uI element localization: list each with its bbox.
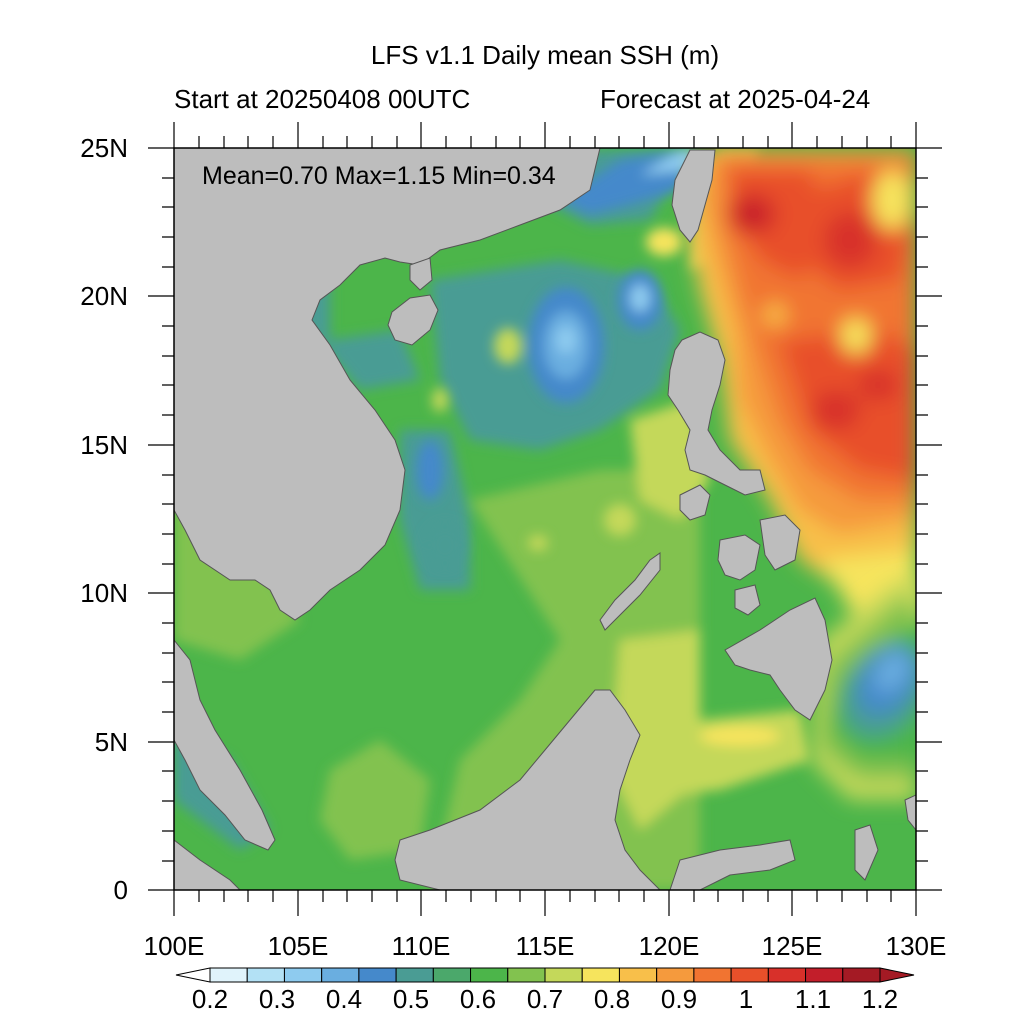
start-time-label: Start at 20250408 00UTC <box>174 84 471 114</box>
colorbar-bin <box>470 967 509 983</box>
lat-tick-label: 15N <box>80 430 128 460</box>
lat-tick-label: 10N <box>80 578 128 608</box>
colorbar-bin <box>656 967 695 983</box>
colorbar-bin <box>283 967 323 983</box>
axis-ticks <box>148 122 942 916</box>
colorbar-bin <box>730 967 769 983</box>
land-masks <box>174 148 916 890</box>
lat-tick-label: 5N <box>95 727 128 757</box>
map-title: LFS v1.1 Daily mean SSH (m) <box>370 40 720 70</box>
lon-tick-label: 100E <box>144 931 205 961</box>
colorbar-bin <box>507 967 546 983</box>
lon-tick-label: 120E <box>639 931 700 961</box>
colorbar-label: 0.5 <box>393 984 429 1014</box>
colorbar-bin <box>432 967 472 983</box>
colorbar-label: 0.8 <box>594 984 630 1014</box>
colorbar-bin <box>767 967 807 983</box>
colorbar-bin <box>246 967 285 983</box>
lon-tick-label: 115E <box>516 931 575 961</box>
lat-tick-label: 20N <box>80 281 128 311</box>
colorbar <box>175 967 915 983</box>
colorbar-label: 1 <box>739 984 753 1014</box>
lon-tick-label: 105E <box>268 931 329 961</box>
colorbar-label: 0.6 <box>460 984 496 1014</box>
forecast-time-label: Forecast at 2025-04-24 <box>600 84 871 114</box>
lat-tick-label: 25N <box>80 133 128 163</box>
lon-tick-labels: 100E 105E 110E 115E 120E 125E 130E <box>144 931 947 961</box>
colorbar-label: 0.2 <box>192 984 228 1014</box>
colorbar-label: 0.3 <box>259 984 295 1014</box>
colorbar-bin <box>581 967 620 983</box>
colorbar-bin <box>358 967 397 983</box>
colorbar-bin <box>842 967 881 983</box>
colorbar-label: 0.7 <box>527 984 563 1014</box>
colorbar-label: 1.1 <box>795 984 831 1014</box>
colorbar-labels: 0.2 0.3 0.4 0.5 0.6 0.7 0.8 0.9 1 1.1 1.… <box>192 984 898 1014</box>
lat-tick-label: 0 <box>114 875 128 905</box>
colorbar-bin <box>321 967 360 983</box>
colorbar-bin <box>395 967 434 983</box>
lon-tick-label: 110E <box>392 931 451 961</box>
colorbar-label: 1.2 <box>862 984 898 1014</box>
colorbar-bin <box>544 967 583 983</box>
colorbar-bin <box>693 967 732 983</box>
colorbar-under-triangle <box>175 967 211 983</box>
colorbar-label: 0.4 <box>326 984 362 1014</box>
ssh-field <box>174 148 916 890</box>
colorbar-bin <box>618 967 658 983</box>
stats-annotation: Mean=0.70 Max=1.15 Min=0.34 <box>202 162 556 190</box>
lon-tick-label: 125E <box>762 931 823 961</box>
lat-tick-labels: 0 5N 10N 15N 20N 25N <box>80 133 128 905</box>
colorbar-bin <box>209 967 248 983</box>
colorbar-over-triangle <box>879 967 915 983</box>
colorbar-label: 0.9 <box>661 984 697 1014</box>
lon-tick-label: 130E <box>886 931 947 961</box>
colorbar-bin <box>805 967 844 983</box>
